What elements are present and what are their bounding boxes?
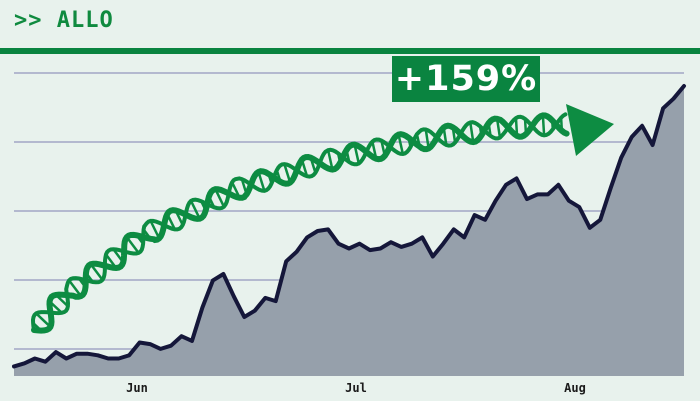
helix-rung: [469, 122, 475, 143]
price-line: [12, 84, 686, 369]
helix-rung: [125, 236, 140, 254]
dna-helix-arrow-icon: [30, 104, 614, 334]
helix-rung: [326, 149, 334, 170]
helix-strand: [31, 112, 570, 334]
x-tick-label: Jul: [345, 381, 367, 395]
ticker-label: >> ALLO: [14, 8, 114, 33]
price-area: [14, 86, 684, 376]
header-bar: >> ALLO: [0, 0, 700, 48]
helix-rung: [397, 134, 405, 155]
x-axis-ticks: Jun Jul Aug: [126, 381, 586, 395]
helix-rung: [68, 279, 82, 297]
helix-arrowhead: [566, 104, 614, 156]
percent-change-badge: +159%: [392, 56, 540, 102]
helix-rung: [257, 171, 266, 192]
helix-strand: [30, 112, 568, 332]
header-divider: [0, 48, 700, 54]
x-tick-label: Jun: [126, 381, 148, 395]
helix-rung: [541, 115, 546, 136]
helix-rung: [189, 200, 201, 220]
x-tick-label: Aug: [564, 381, 586, 395]
